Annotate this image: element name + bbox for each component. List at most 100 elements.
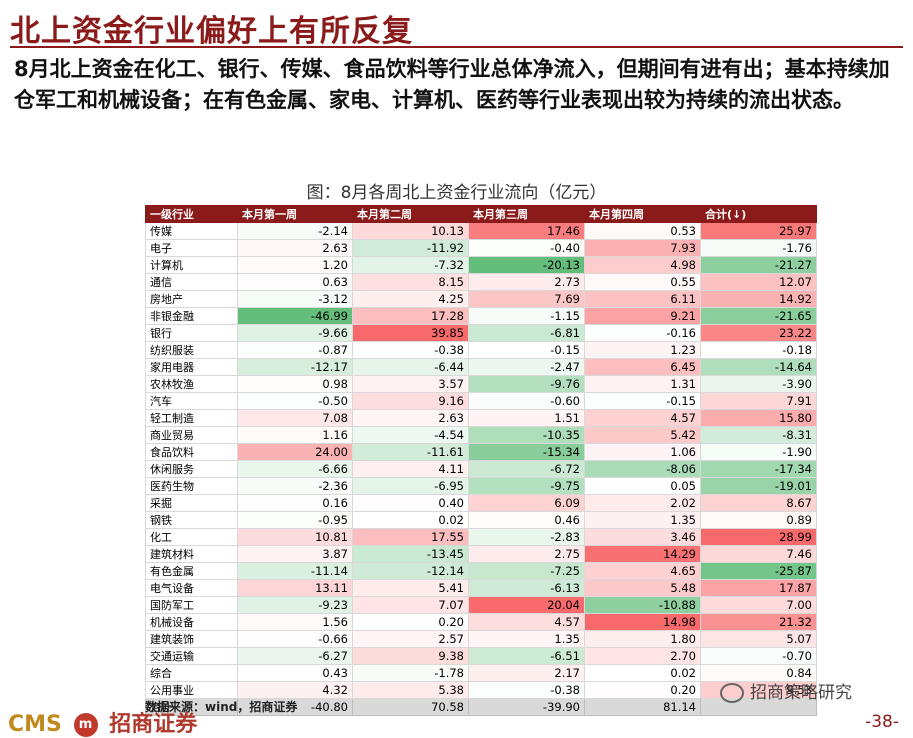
- value-cell: 25.97: [700, 222, 817, 240]
- value-cell: -3.90: [700, 375, 817, 393]
- value-cell: 6.09: [468, 494, 585, 512]
- value-cell: -9.66: [237, 324, 353, 342]
- value-cell: -17.34: [700, 460, 817, 478]
- total-value-cell: -40.80: [237, 698, 353, 716]
- value-cell: -10.88: [584, 596, 701, 614]
- total-label-cell: 合计: [145, 698, 238, 716]
- value-cell: -6.44: [352, 358, 469, 376]
- value-cell: 10.13: [352, 222, 469, 240]
- title-divider: [10, 46, 903, 48]
- value-cell: -1.90: [700, 443, 817, 461]
- value-cell: -0.15: [468, 341, 585, 359]
- table-row: 有色金属 -11.14 -12.14 -7.25 4.65 -25.87: [145, 562, 817, 580]
- value-cell: -0.87: [237, 341, 353, 359]
- value-cell: 0.02: [352, 511, 469, 529]
- value-cell: 0.89: [700, 511, 817, 529]
- value-cell: 0.46: [468, 511, 585, 529]
- table-row: 房地产 -3.12 4.25 7.69 6.11 14.92: [145, 290, 817, 308]
- value-cell: -21.27: [700, 256, 817, 274]
- value-cell: 2.17: [468, 664, 585, 682]
- value-cell: 4.57: [468, 613, 585, 631]
- table-header-row: 一级行业 本月第一周 本月第二周 本月第三周 本月第四周 合计(↓): [145, 205, 817, 223]
- value-cell: 8.15: [352, 273, 469, 291]
- value-cell: 14.92: [700, 290, 817, 308]
- value-cell: 3.87: [237, 545, 353, 563]
- value-cell: -6.95: [352, 477, 469, 495]
- wechat-icon: [720, 683, 744, 703]
- value-cell: -0.66: [237, 630, 353, 648]
- value-cell: -19.01: [700, 477, 817, 495]
- value-cell: 6.45: [584, 358, 701, 376]
- value-cell: -0.95: [237, 511, 353, 529]
- value-cell: 2.63: [237, 239, 353, 257]
- total-value-cell: 70.58: [352, 698, 469, 716]
- header-industry: 一级行业: [145, 205, 238, 223]
- value-cell: -2.14: [237, 222, 353, 240]
- value-cell: 17.55: [352, 528, 469, 546]
- value-cell: 0.16: [237, 494, 353, 512]
- value-cell: 20.04: [468, 596, 585, 614]
- value-cell: -2.83: [468, 528, 585, 546]
- industry-cell: 化工: [145, 528, 238, 546]
- value-cell: 2.02: [584, 494, 701, 512]
- value-cell: 24.00: [237, 443, 353, 461]
- value-cell: 6.11: [584, 290, 701, 308]
- value-cell: -6.72: [468, 460, 585, 478]
- value-cell: -0.40: [468, 239, 585, 257]
- value-cell: -46.99: [237, 307, 353, 325]
- value-cell: -25.87: [700, 562, 817, 580]
- value-cell: -6.27: [237, 647, 353, 665]
- value-cell: -0.38: [352, 341, 469, 359]
- industry-cell: 通信: [145, 273, 238, 291]
- value-cell: -9.76: [468, 375, 585, 393]
- value-cell: -12.14: [352, 562, 469, 580]
- industry-cell: 电子: [145, 239, 238, 257]
- value-cell: 4.25: [352, 290, 469, 308]
- value-cell: 0.02: [584, 664, 701, 682]
- value-cell: 7.91: [700, 392, 817, 410]
- industry-cell: 房地产: [145, 290, 238, 308]
- value-cell: 4.32: [237, 681, 353, 699]
- total-value-cell: 81.14: [584, 698, 701, 716]
- cms-logo: CMS m 招商证券: [8, 706, 197, 738]
- value-cell: 1.35: [584, 511, 701, 529]
- header-week1: 本月第一周: [237, 205, 353, 223]
- table-row: 食品饮料 24.00 -11.61 -15.34 1.06 -1.90: [145, 443, 817, 461]
- value-cell: 7.46: [700, 545, 817, 563]
- table-row: 休闲服务 -6.66 4.11 -6.72 -8.06 -17.34: [145, 460, 817, 478]
- value-cell: 8.67: [700, 494, 817, 512]
- table-row: 交通运输 -6.27 9.38 -6.51 2.70 -0.70: [145, 647, 817, 665]
- value-cell: 4.57: [584, 409, 701, 427]
- value-cell: 15.80: [700, 409, 817, 427]
- summary-text: 8月北上资金在化工、银行、传媒、食品饮料等行业总体净流入，但期间有进有出；基本持…: [14, 57, 890, 112]
- value-cell: 5.42: [584, 426, 701, 444]
- value-cell: -4.54: [352, 426, 469, 444]
- value-cell: -13.45: [352, 545, 469, 563]
- value-cell: 3.46: [584, 528, 701, 546]
- header-week3: 本月第三周: [468, 205, 585, 223]
- table-row: 机械设备 1.56 0.20 4.57 14.98 21.32: [145, 613, 817, 631]
- logo-company-name: 招商证券: [109, 712, 198, 737]
- wechat-watermark: 招商策略研究: [720, 678, 852, 703]
- value-cell: 17.28: [352, 307, 469, 325]
- value-cell: 7.93: [584, 239, 701, 257]
- value-cell: 23.22: [700, 324, 817, 342]
- header-week2: 本月第二周: [352, 205, 469, 223]
- table-row: 公用事业 4.32 5.38 -0.38 0.20 9.53: [145, 681, 817, 699]
- value-cell: -0.70: [700, 647, 817, 665]
- value-cell: 9.16: [352, 392, 469, 410]
- value-cell: -14.64: [700, 358, 817, 376]
- industry-cell: 汽车: [145, 392, 238, 410]
- value-cell: 0.63: [237, 273, 353, 291]
- table-row: 计算机 1.20 -7.32 -20.13 4.98 -21.27: [145, 256, 817, 274]
- industry-cell: 公用事业: [145, 681, 238, 699]
- value-cell: -1.15: [468, 307, 585, 325]
- industry-cell: 建筑材料: [145, 545, 238, 563]
- value-cell: -6.13: [468, 579, 585, 597]
- table-row: 医药生物 -2.36 -6.95 -9.75 0.05 -19.01: [145, 477, 817, 495]
- industry-cell: 电气设备: [145, 579, 238, 597]
- value-cell: -2.47: [468, 358, 585, 376]
- value-cell: 7.08: [237, 409, 353, 427]
- value-cell: 7.69: [468, 290, 585, 308]
- value-cell: 7.07: [352, 596, 469, 614]
